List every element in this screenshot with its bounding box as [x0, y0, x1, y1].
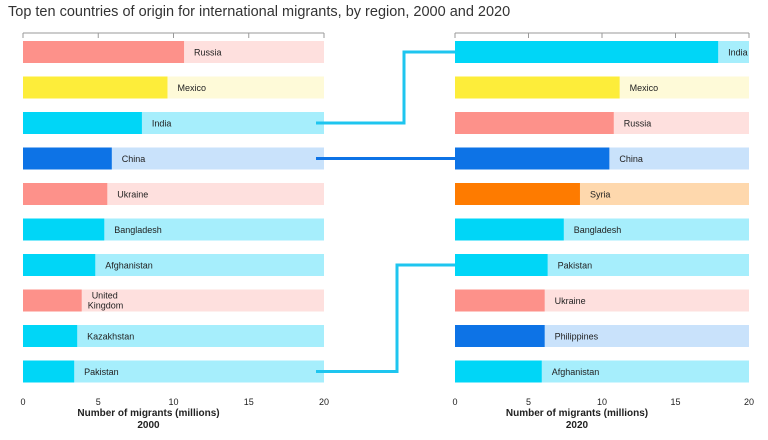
panel-2020: India Mexico Russia China Syria Bangladesh Pak… — [452, 32, 754, 431]
bar-label: Ukraine — [555, 296, 586, 306]
bar-label: Ukraine — [117, 190, 148, 200]
year-label: 2020 — [566, 420, 589, 431]
bar-label: Mexico — [630, 83, 659, 93]
bar-row-bangladesh: Bangladesh — [23, 218, 324, 241]
bar-syria — [455, 183, 580, 205]
x-tick-label: 10 — [597, 397, 607, 407]
bar-row-bangladesh: Bangladesh — [455, 218, 749, 241]
bar-row-kazakhstan: Kazakhstan — [23, 325, 324, 347]
bar-row-india: India — [23, 112, 324, 134]
x-tick-label: 5 — [526, 397, 531, 407]
chart-title: Top ten countries of origin for internat… — [8, 4, 511, 20]
bar-label: Kazakhstan — [87, 332, 134, 342]
bar-track — [23, 360, 324, 383]
x-tick-label: 20 — [744, 397, 754, 407]
bar-label: India — [152, 119, 172, 129]
bar-label: Philippines — [555, 332, 599, 342]
bar-pakistan — [455, 254, 548, 276]
bar-label: Mexico — [177, 83, 206, 93]
bar-label: Bangladesh — [574, 225, 622, 235]
bar-row-afghanistan: Afghanistan — [455, 360, 749, 383]
bar-label: Pakistan — [84, 367, 119, 377]
x-tick-label: 20 — [319, 397, 329, 407]
bar-label: Afghanistan — [105, 261, 153, 271]
x-tick-label: 15 — [244, 397, 254, 407]
bar-row-syria: Syria — [455, 183, 749, 205]
bar-ukraine — [455, 289, 545, 312]
bar-row-india: India — [455, 41, 749, 63]
bar-row-russia: Russia — [455, 112, 749, 134]
x-axis-label: Number of migrants (millions) — [77, 408, 219, 419]
bar-pakistan — [23, 360, 75, 383]
x-tick-label: 15 — [670, 397, 680, 407]
x-tick-label: 10 — [168, 397, 178, 407]
bar-russia — [23, 41, 185, 63]
bar-row-pakistan: Pakistan — [455, 254, 749, 276]
bar-afghanistan — [455, 360, 542, 383]
bar-china — [455, 147, 610, 170]
bar-label: China — [619, 154, 643, 164]
x-tick-label: 0 — [452, 397, 457, 407]
bar-row-china: China — [23, 147, 324, 170]
bar-row-afghanistan: Afghanistan — [23, 254, 324, 276]
x-axis-label: Number of migrants (millions) — [506, 408, 648, 419]
bar-track — [23, 325, 324, 347]
bar-row-mexico: Mexico — [23, 76, 324, 99]
bar-row-philippines: Philippines — [455, 325, 749, 347]
bar-row-ukraine: Ukraine — [455, 289, 749, 312]
bar-row-ukraine: Ukraine — [23, 183, 324, 205]
bar-mexico — [23, 76, 168, 99]
bar-kazakhstan — [23, 325, 78, 347]
bar-track — [23, 254, 324, 276]
bar-row-russia: Russia — [23, 41, 324, 63]
bar-row-mexico: Mexico — [455, 76, 749, 99]
bar-label: Bangladesh — [114, 225, 162, 235]
panel-2000: Russia Mexico India China Ukraine Bangladesh A… — [20, 32, 329, 431]
bar-track — [23, 289, 324, 312]
bar-bangladesh — [23, 218, 105, 241]
bar-bangladesh — [455, 218, 564, 241]
bar-philippines — [455, 325, 545, 347]
bar-label: India — [728, 48, 748, 58]
bar-russia — [455, 112, 614, 134]
bar-india — [455, 41, 719, 63]
bar-china — [23, 147, 112, 170]
connector-india — [316, 50, 455, 125]
bar-label: United — [92, 291, 118, 301]
bar-label: Russia — [624, 119, 652, 129]
x-tick-label: 5 — [96, 397, 101, 407]
bar-afghanistan — [23, 254, 96, 276]
x-tick-label: 0 — [20, 397, 25, 407]
bar-label: Pakistan — [558, 261, 593, 271]
bar-row-pakistan: Pakistan — [23, 360, 324, 383]
bar-row-china: China — [455, 147, 749, 170]
year-label: 2000 — [137, 420, 160, 431]
bar-label: Russia — [194, 48, 222, 58]
bar-ukraine — [23, 183, 108, 205]
bar-united-kingdom — [23, 289, 82, 312]
bar-label: China — [122, 154, 146, 164]
connector-pakistan — [316, 263, 455, 373]
bar-label: Afghanistan — [552, 367, 600, 377]
bar-mexico — [455, 76, 620, 99]
bar-india — [23, 112, 142, 134]
bar-label-line2: Kingdom — [88, 301, 124, 311]
bar-label: Syria — [590, 190, 611, 200]
